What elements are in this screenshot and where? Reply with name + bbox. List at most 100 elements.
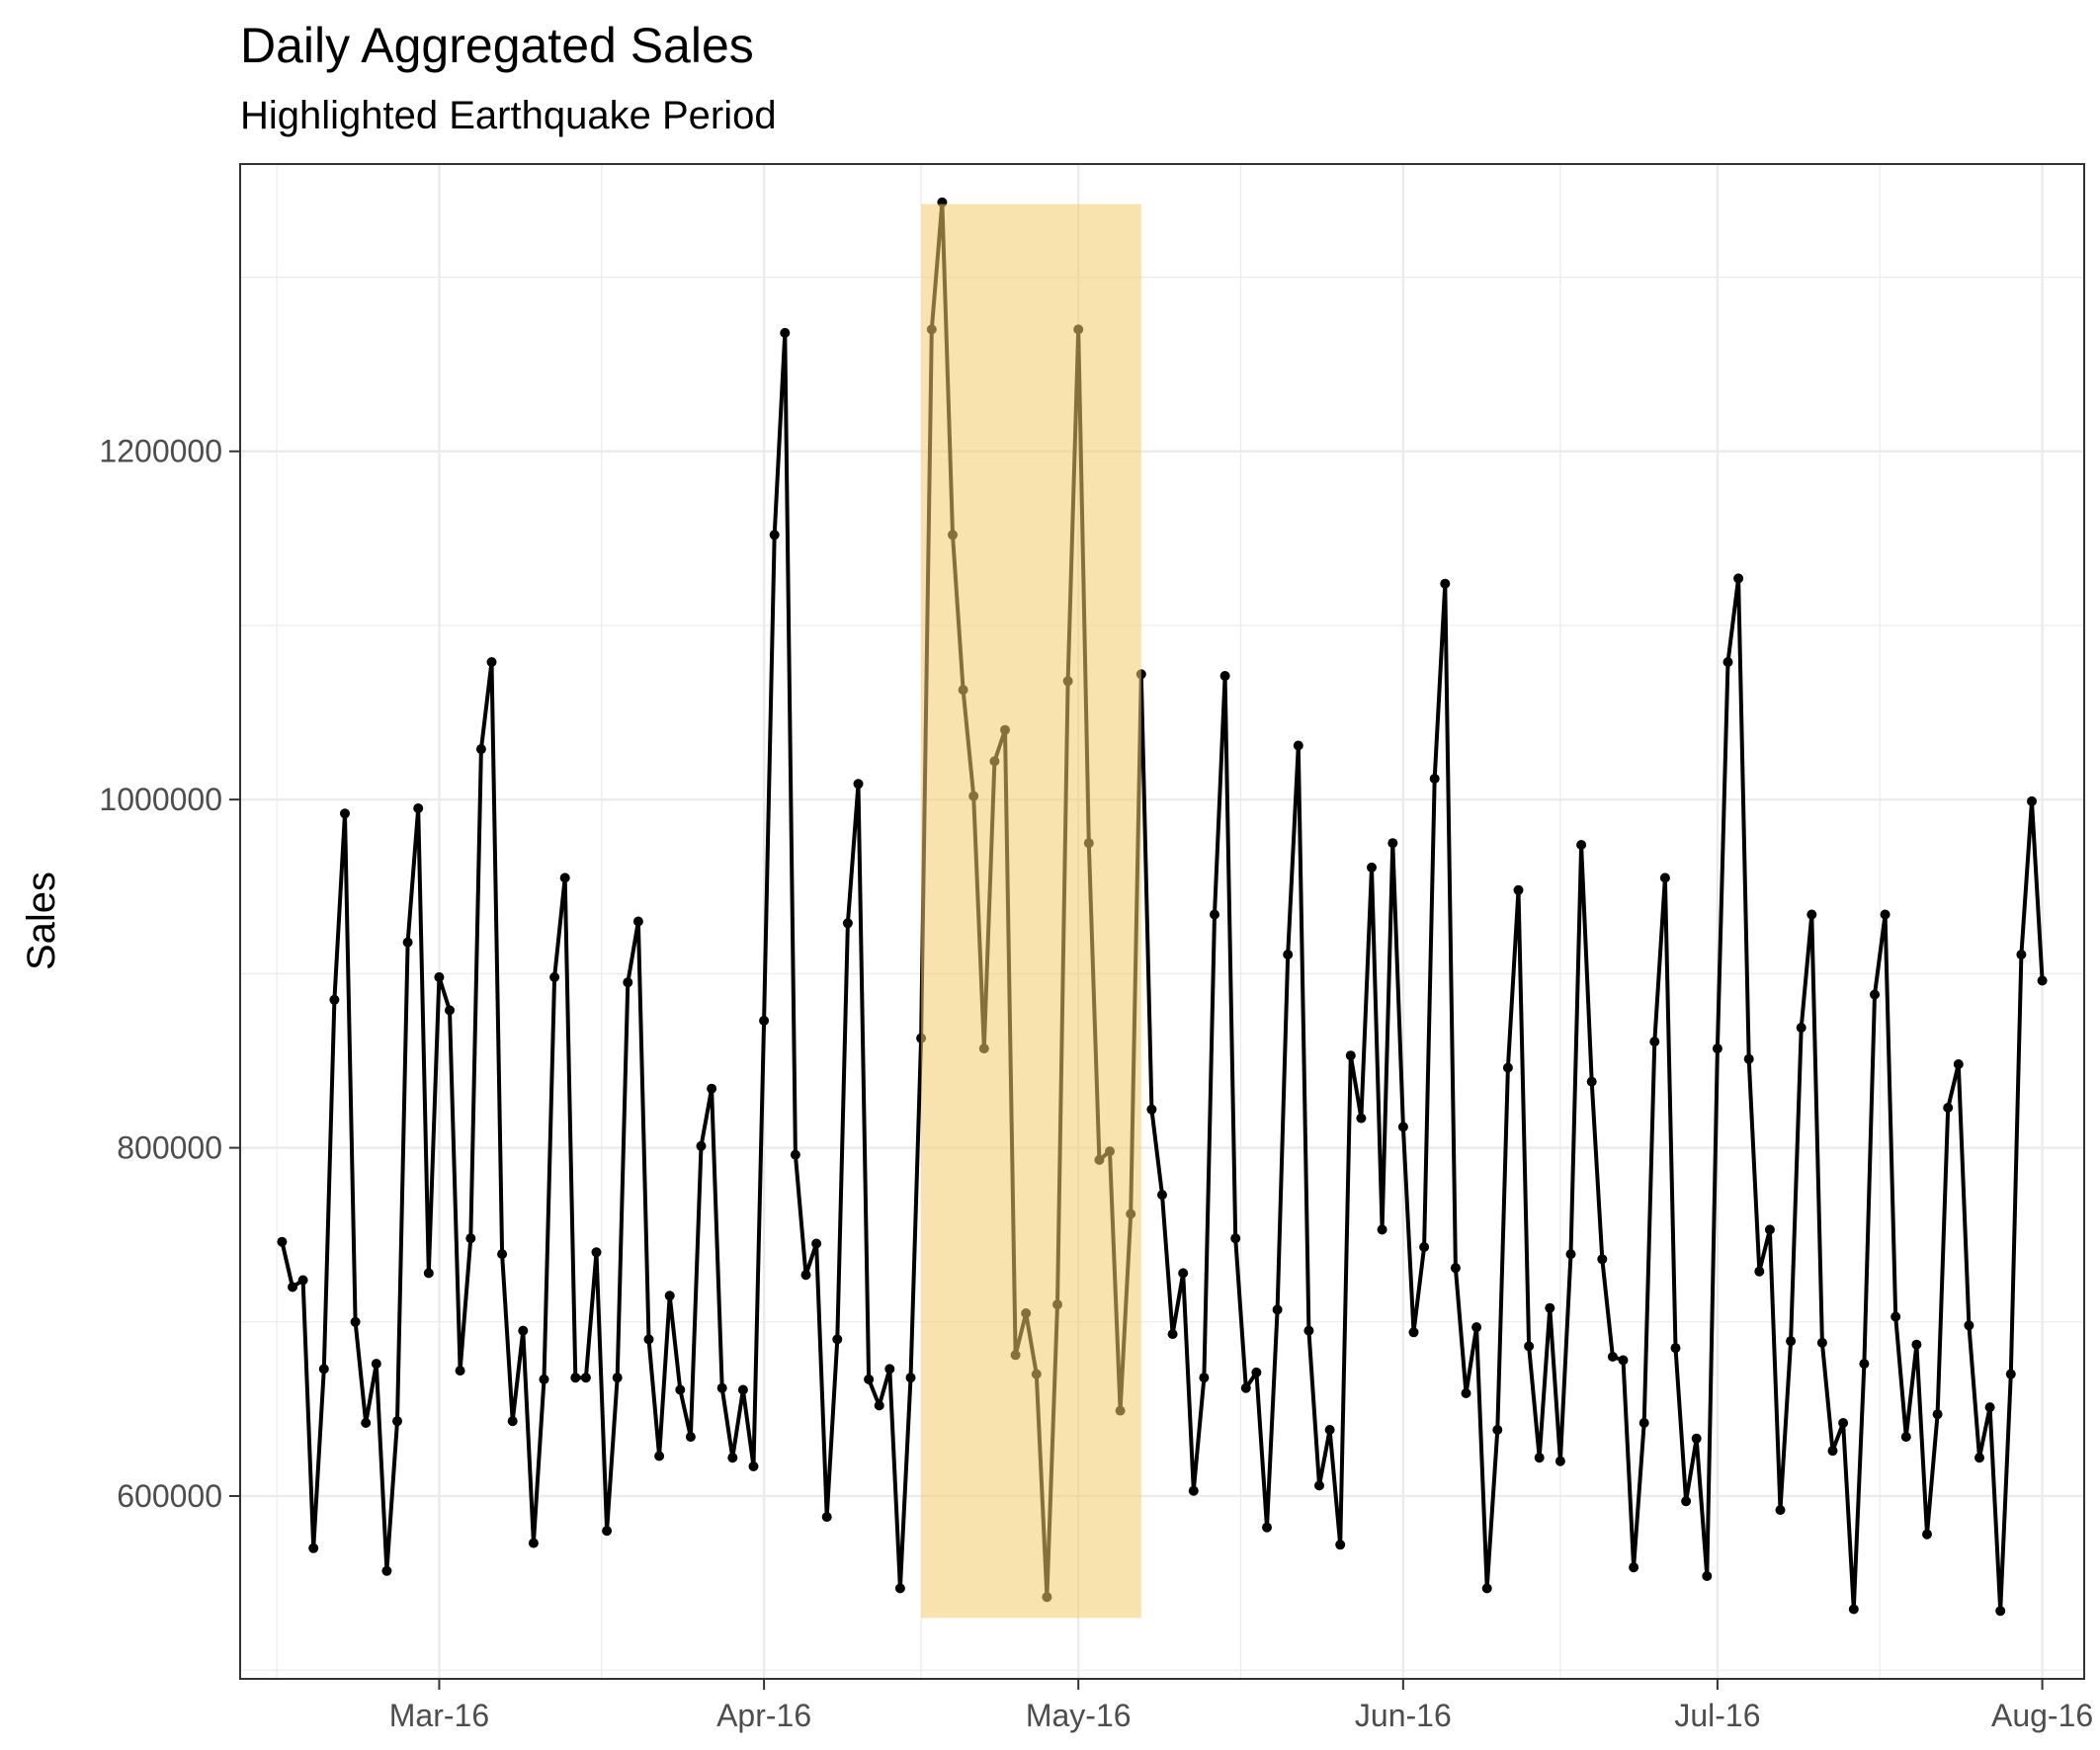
data-point	[664, 1291, 675, 1301]
data-point	[1659, 873, 1670, 883]
data-point	[1890, 1311, 1901, 1322]
data-point	[445, 1005, 455, 1016]
data-point	[884, 1364, 895, 1375]
minor-gridlines	[240, 164, 2084, 1679]
data-point	[1303, 1325, 1314, 1336]
data-point	[1146, 1104, 1157, 1115]
data-point	[1283, 950, 1294, 959]
data-point	[1827, 1446, 1838, 1457]
data-point	[570, 1373, 581, 1383]
data-point	[1953, 1059, 1964, 1069]
data-point	[864, 1374, 875, 1384]
data-point	[1513, 884, 1524, 895]
data-point	[759, 1015, 770, 1026]
data-point	[434, 971, 445, 982]
data-point	[1367, 862, 1377, 873]
data-point	[1964, 1320, 1974, 1331]
data-point	[350, 1316, 361, 1327]
data-point	[821, 1512, 832, 1523]
data-point	[308, 1542, 319, 1553]
data-point	[1848, 1604, 1859, 1615]
data-point	[1984, 1402, 1995, 1413]
data-point	[1932, 1409, 1943, 1420]
data-point	[1597, 1254, 1608, 1265]
data-point	[1691, 1433, 1702, 1444]
data-point	[507, 1416, 518, 1427]
data-point	[1314, 1480, 1324, 1491]
data-point	[297, 1275, 308, 1286]
data-point	[591, 1247, 602, 1258]
data-point	[1816, 1337, 1827, 1348]
earthquake-highlight	[921, 204, 1141, 1619]
sales-line	[280, 200, 2045, 1614]
data-point	[381, 1565, 392, 1576]
data-point	[1440, 578, 1451, 589]
data-point	[1764, 1224, 1775, 1235]
x-tick-label: Aug-16	[1991, 1698, 2093, 1733]
data-point	[1586, 1076, 1597, 1087]
data-point	[1607, 1352, 1618, 1362]
y-tick-label: 1000000	[99, 782, 222, 817]
data-point	[853, 779, 864, 790]
data-point	[1534, 1453, 1545, 1463]
data-point	[1974, 1453, 1984, 1463]
plot-panel-border	[239, 163, 2085, 1680]
data-point	[1880, 909, 1890, 920]
data-point	[1943, 1103, 1954, 1113]
data-point	[1429, 774, 1440, 784]
data-point	[1240, 1382, 1251, 1393]
sales-series	[277, 197, 2048, 1617]
data-point	[486, 657, 497, 667]
y-axis: 600000 800000 1000000 1200000	[99, 434, 240, 1514]
data-point	[539, 1374, 549, 1384]
chart-title: Daily Aggregated Sales	[240, 18, 754, 73]
data-point	[1859, 1359, 1870, 1370]
data-point	[696, 1140, 707, 1151]
data-point	[623, 977, 633, 988]
data-point	[737, 1384, 748, 1395]
data-point	[1178, 1268, 1189, 1279]
data-point	[1230, 1233, 1241, 1244]
data-point	[1524, 1341, 1535, 1352]
data-point	[1188, 1485, 1199, 1496]
data-point	[1900, 1432, 1911, 1443]
data-point	[1702, 1571, 1713, 1581]
data-point	[475, 744, 486, 755]
data-point	[1565, 1249, 1576, 1260]
data-point	[1618, 1355, 1629, 1366]
data-point	[1471, 1322, 1482, 1333]
data-point	[392, 1416, 402, 1427]
data-point	[1554, 1456, 1565, 1466]
data-point	[1377, 1224, 1387, 1235]
data-point	[1450, 1263, 1461, 1274]
data-point	[277, 1236, 288, 1247]
y-tick-label: 1200000	[99, 434, 222, 469]
data-point	[2037, 975, 2048, 986]
data-point	[602, 1526, 613, 1537]
data-point	[2016, 950, 2027, 959]
data-point	[1743, 1053, 1754, 1064]
data-point	[455, 1366, 465, 1376]
data-point	[371, 1359, 381, 1370]
x-tick-label: Apr-16	[716, 1698, 811, 1733]
y-tick-label: 600000	[117, 1478, 222, 1514]
data-point	[685, 1432, 696, 1443]
data-point	[329, 994, 340, 1005]
data-point	[497, 1249, 508, 1260]
data-point	[1272, 1304, 1283, 1315]
data-point	[1210, 909, 1219, 920]
data-point	[1199, 1373, 1210, 1383]
data-point	[1251, 1367, 1262, 1377]
data-point	[1629, 1562, 1639, 1573]
data-point	[1576, 840, 1587, 850]
data-point	[780, 327, 791, 338]
data-point	[423, 1268, 434, 1279]
data-point	[1722, 657, 1733, 667]
x-axis: Mar-16 Apr-16 May-16 Jun-16 Jul-16 Aug-16	[389, 1679, 2093, 1733]
data-point	[612, 1373, 623, 1383]
data-point	[1492, 1425, 1503, 1435]
data-point	[1335, 1540, 1346, 1550]
data-point	[1502, 1062, 1513, 1073]
data-point	[1838, 1418, 1849, 1428]
data-point	[1870, 989, 1880, 1000]
